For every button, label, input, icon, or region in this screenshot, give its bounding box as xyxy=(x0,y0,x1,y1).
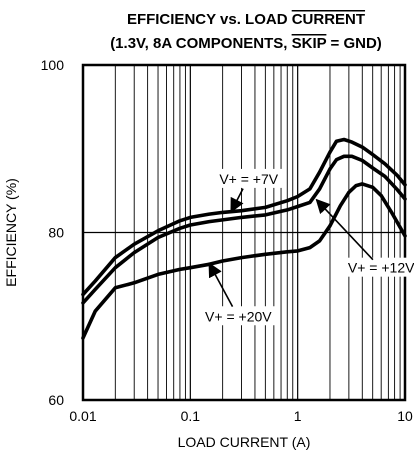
text-layer: 0.01 0.1 1 10 60 80 100 LOAD CURRENT (A) EFFICIE… xyxy=(3,11,413,450)
y-tick-label: 80 xyxy=(48,225,64,241)
x-tick-label: 0.01 xyxy=(69,408,96,424)
x-axis-label: LOAD CURRENT (A) xyxy=(178,434,311,450)
y-tick-label: 60 xyxy=(48,392,64,408)
annotation-layer: V+ = +7V V+ = +12V V+ = +20V xyxy=(200,168,414,326)
series-layer xyxy=(81,137,407,340)
chart-title-line-2: (1.3V, 8A COMPONENTS, SKIP = GND) xyxy=(110,35,382,52)
series-line-1 xyxy=(81,137,407,297)
frame-layer xyxy=(81,63,407,402)
chart-title-line-1: EFFICIENCY vs. LOAD CURRENT xyxy=(127,11,365,28)
y-axis-label: EFFICIENCY (%) xyxy=(3,178,19,287)
annotation-arrow xyxy=(208,262,234,307)
plot-frame xyxy=(81,63,407,402)
annotation-label: V+ = +12V xyxy=(348,260,414,276)
annotation-arrow xyxy=(230,188,244,213)
annotation-label-bg xyxy=(200,306,277,326)
x-tick-label: 1 xyxy=(294,408,302,424)
x-tick-label: 0.1 xyxy=(181,408,201,424)
annotation-label-bg xyxy=(214,168,284,188)
annotation-label: V+ = +7V xyxy=(219,171,278,187)
annotation-label-bg xyxy=(342,257,414,277)
annotation-label: V+ = +20V xyxy=(205,308,272,324)
y-tick-label: 100 xyxy=(41,57,65,73)
series-line-3 xyxy=(81,182,407,340)
annotation-arrow xyxy=(315,198,374,261)
x-tick-label: 10 xyxy=(397,408,413,424)
grid-layer xyxy=(82,65,406,400)
series-line-2 xyxy=(81,154,407,305)
